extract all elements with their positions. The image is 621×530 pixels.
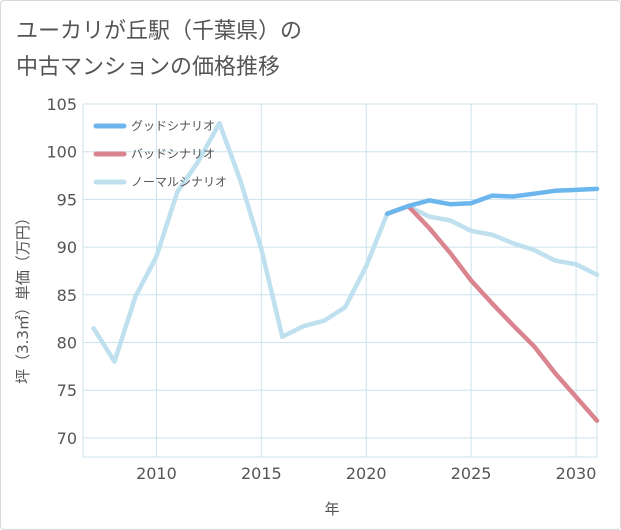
x-axis-label: 年 xyxy=(324,500,339,518)
series-line-0 xyxy=(384,186,600,216)
legend-label-0: グッドシナリオ xyxy=(131,119,215,133)
chart-title: ユーカリが丘駅（千葉県）の 中古マンションの価格推移 xyxy=(16,14,302,86)
series-line-1 xyxy=(384,203,600,423)
x-tick-2010: 2010 xyxy=(136,464,177,483)
y-axis-label: 坪（3.3㎡）単価（万円） xyxy=(14,210,32,384)
y-tick-80: 80 xyxy=(57,334,77,353)
y-tick-100: 100 xyxy=(46,143,77,162)
y-tick-105: 105 xyxy=(46,95,77,114)
x-tick-2025: 2025 xyxy=(451,464,492,483)
tick-labels: 70 75 80 85 90 95 100 105 2010 2015 2020 2025 2030 xyxy=(46,95,596,483)
legend-label-2: ノーマルシナリオ xyxy=(131,175,227,189)
chart-title-line-2: 中古マンションの価格推移 xyxy=(16,55,281,80)
legend-label-1: バッドシナリオ xyxy=(131,147,215,161)
y-tick-75: 75 xyxy=(57,381,77,400)
chart-title-line-1: ユーカリが丘駅（千葉県）の xyxy=(16,19,303,44)
x-tick-2030: 2030 xyxy=(556,464,597,483)
x-tick-2020: 2020 xyxy=(346,464,387,483)
y-tick-95: 95 xyxy=(57,190,77,209)
y-tick-85: 85 xyxy=(57,286,77,305)
series-lines xyxy=(91,120,600,423)
y-tick-90: 90 xyxy=(57,238,77,257)
series-line-2 xyxy=(91,120,600,364)
y-tick-70: 70 xyxy=(57,429,77,448)
x-tick-2015: 2015 xyxy=(241,464,282,483)
